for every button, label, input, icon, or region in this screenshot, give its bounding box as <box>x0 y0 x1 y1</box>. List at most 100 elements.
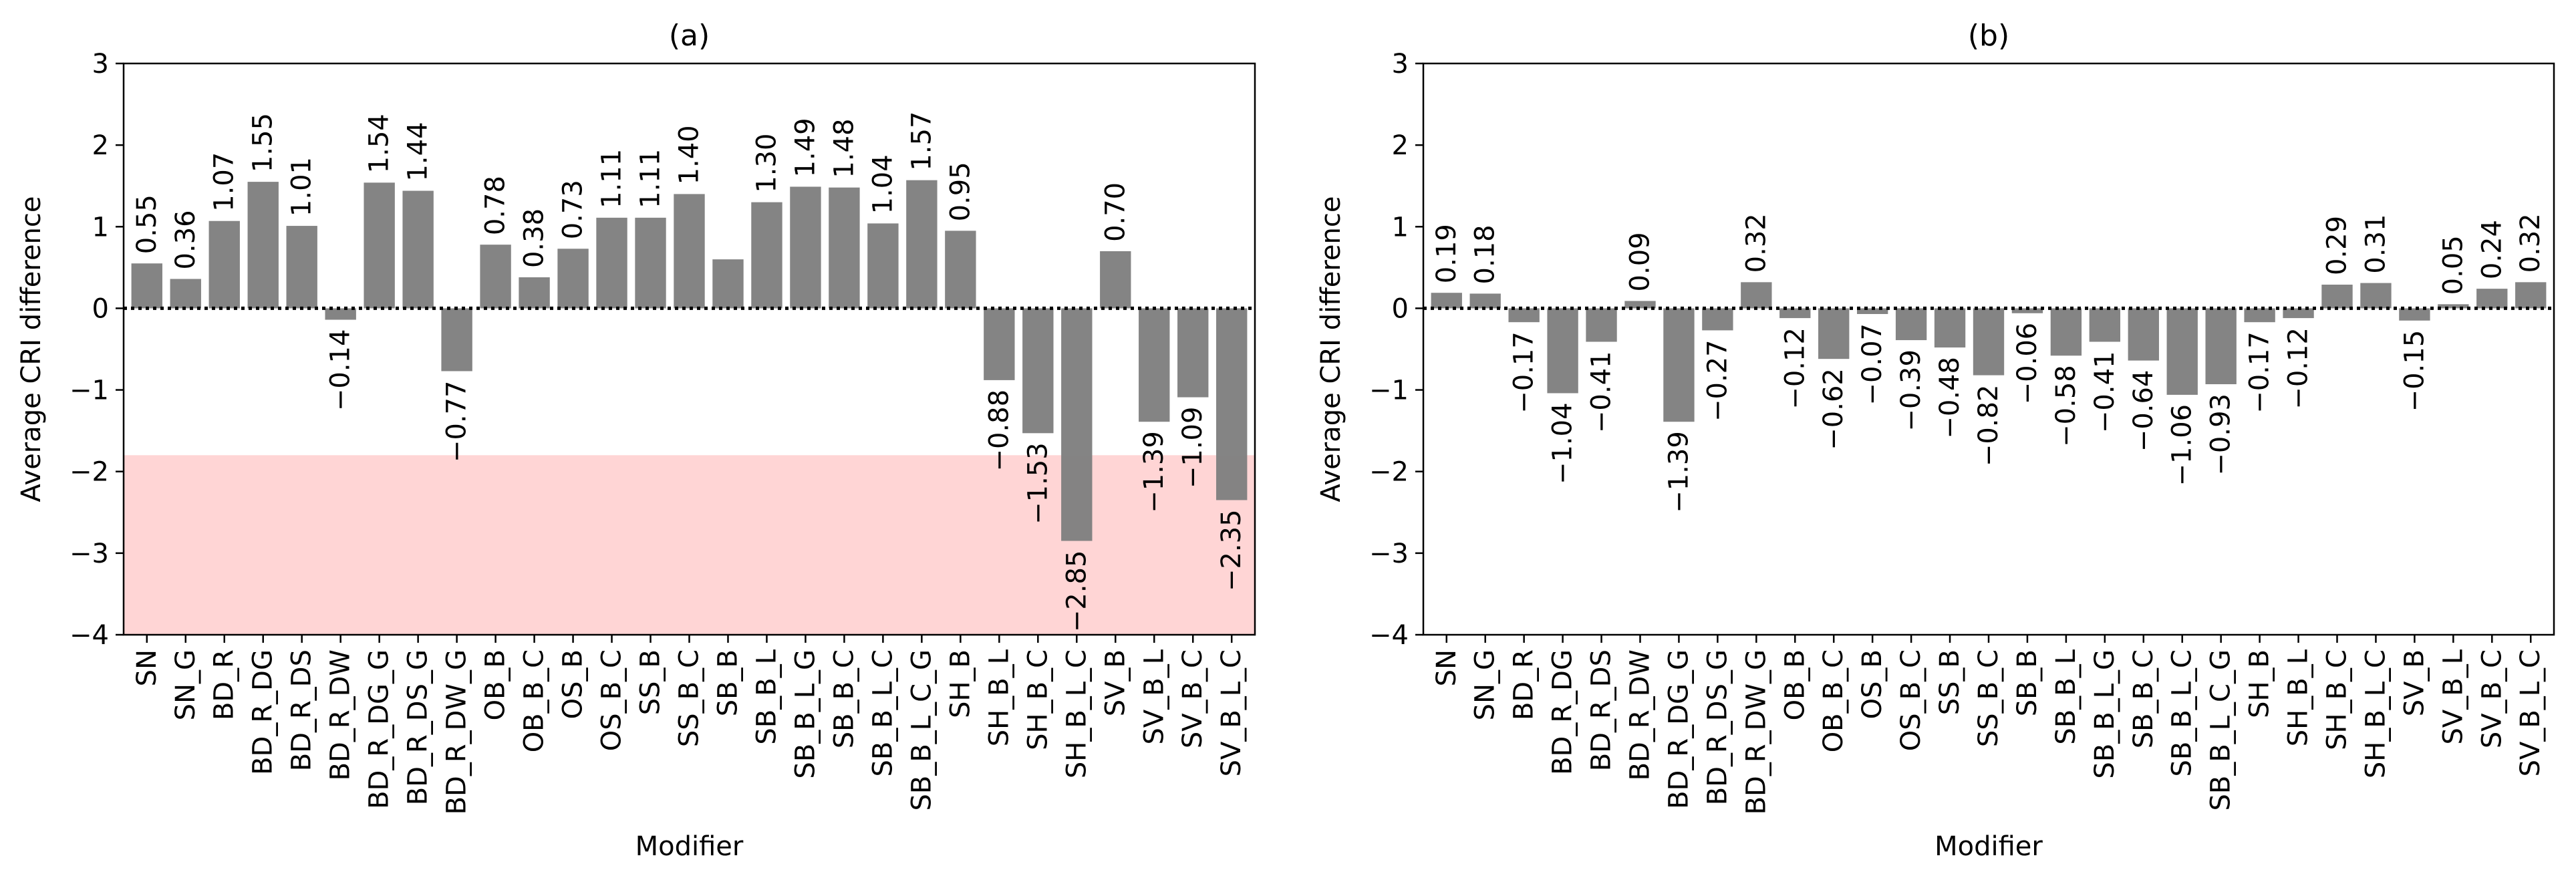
value-label: −1.39 <box>1139 431 1169 513</box>
x-tick-label: SV_B <box>1100 649 1131 716</box>
value-label: −0.17 <box>2245 331 2275 414</box>
x-tick-label: SS_B_C <box>1973 649 2004 747</box>
x-tick-label: SB_B_L_C <box>867 649 898 777</box>
bar-sh-b-c <box>1022 308 1054 434</box>
value-label: −2.85 <box>1061 551 1092 633</box>
y-tick-label: −3 <box>69 539 109 569</box>
bar-bd-r-ds <box>1586 308 1617 342</box>
x-tick-label: SB_B_C <box>2128 649 2159 748</box>
bar-sn <box>1431 293 1462 309</box>
value-label: 0.19 <box>1431 224 1462 283</box>
panel-a: 3 2 1 0 −1 −2 −3 −4 SN SN_G BD_R BD_R_DG BD_R_DS BD_R… <box>16 19 1256 862</box>
bar-sb-b-l-c <box>867 223 899 309</box>
value-label: −0.39 <box>1896 349 1926 432</box>
bar-bd-r <box>208 220 240 309</box>
chart-title: (a) <box>669 19 710 53</box>
bar-bd-r-dg-g <box>1663 308 1695 422</box>
bar-sh-b-l <box>984 308 1015 380</box>
x-tick-label: SB_B <box>712 649 743 716</box>
bar-sv-b-c <box>2476 289 2508 309</box>
value-label: 0.38 <box>519 208 550 268</box>
bar-sh-b-l-c <box>1061 308 1093 541</box>
x-tick-label: OS_B <box>1857 649 1888 719</box>
bar-bd-r-dg-g <box>364 182 395 309</box>
value-label: 0.36 <box>170 210 201 269</box>
x-tick-label: BD_R_DG <box>1548 649 1578 775</box>
x-tick-label: SH_B_L_C <box>2360 649 2391 778</box>
bar-sn-g <box>1469 293 1501 309</box>
value-label: 1.11 <box>597 149 627 208</box>
bar-bd-r-dw <box>1624 301 1656 309</box>
x-tick-label: BD_R_DW <box>325 649 356 780</box>
x-tick-label: SV_B <box>2399 649 2430 716</box>
x-tick-label: BD_R_DW <box>1624 649 1655 780</box>
x-tick-label: BD_R_DG <box>248 649 279 775</box>
value-label: −0.88 <box>984 390 1014 472</box>
y-tick-label: −4 <box>69 620 109 651</box>
value-label: −0.41 <box>2090 351 2120 434</box>
value-label: 0.32 <box>1741 213 1771 273</box>
x-tick-label: SS_B <box>1935 649 1965 715</box>
value-label: 1.30 <box>751 134 782 193</box>
x-tick-label: OB_B <box>480 649 511 720</box>
x-tick-label: BD_R_DS_G <box>403 649 434 805</box>
bar-bd-r-dw-g <box>441 308 472 371</box>
bar-sv-b-l-c <box>1216 308 1248 500</box>
value-label: 0.05 <box>2438 235 2468 295</box>
value-label: 0.32 <box>2515 213 2546 273</box>
x-tick-label: OS_B_C <box>1896 649 1926 751</box>
x-tick-label: SB_B_C <box>829 649 859 748</box>
x-tick-label: BD_R_DG_G <box>1663 649 1694 809</box>
value-label: 1.44 <box>403 122 434 181</box>
chart-title: (b) <box>1968 19 2009 53</box>
value-label: 1.07 <box>209 152 240 212</box>
x-tick-label: BD_R_DW_G <box>442 649 472 814</box>
value-label: −0.15 <box>2399 330 2430 412</box>
x-tick-label: SV_B_C <box>1177 649 1208 748</box>
value-label: 0.95 <box>945 162 976 221</box>
x-tick-label: SB_B_L_C_G <box>2206 649 2237 810</box>
value-label: 0.09 <box>1624 232 1655 291</box>
x-tick-label: OS_B <box>558 649 589 719</box>
value-label: −0.62 <box>1818 368 1849 450</box>
value-label: 0.55 <box>132 194 162 254</box>
value-label: −0.14 <box>325 329 356 412</box>
value-label: −0.82 <box>1973 385 2004 467</box>
bar-ob-b-c <box>1818 308 1850 359</box>
x-tick-label: SS_B <box>635 649 666 715</box>
x-tick-label: SV_B_L_C <box>1216 649 1247 776</box>
x-tick-label: SH_B <box>945 649 976 718</box>
value-label: −1.53 <box>1022 442 1053 525</box>
value-label: −0.58 <box>2051 365 2082 447</box>
value-label: 1.55 <box>248 113 279 172</box>
y-tick-label: 2 <box>1392 130 1409 161</box>
y-tick-label: 1 <box>1392 212 1409 243</box>
x-tick-label: BD_R_DG_G <box>364 649 395 809</box>
x-axis-label: Modifier <box>1935 831 2043 862</box>
x-tick-label: SN <box>132 649 162 686</box>
x-tick-label: OS_B_C <box>597 649 627 751</box>
y-tick-label: 1 <box>92 212 109 243</box>
bar-bd-r-dw-g <box>1741 282 1772 309</box>
x-tick-label: SH_B <box>2245 649 2275 718</box>
bar-ob-b-c <box>519 277 550 309</box>
bar-sv-b-l <box>1139 308 1170 422</box>
value-label: 0.31 <box>2360 214 2391 274</box>
y-tick-label: 2 <box>92 130 109 161</box>
value-label: 1.01 <box>287 157 317 216</box>
value-label: 1.40 <box>674 125 705 184</box>
y-tick-label: 3 <box>92 49 109 80</box>
x-axis-label: Modifier <box>635 831 744 862</box>
bar-sb-b-c <box>2128 308 2159 361</box>
bar-sb-b <box>712 259 744 309</box>
x-tick-label: BD_R_DW_G <box>1741 649 1771 814</box>
x-tick-label: SH_B_C <box>1022 649 1053 750</box>
bar-sv-b-l-c <box>2515 282 2547 309</box>
bar-sb-b-l <box>2050 308 2082 356</box>
bar-bd-r-ds-g <box>1702 308 1733 331</box>
x-tick-label: SB_B_L_G <box>2090 649 2120 779</box>
bar-sb-b <box>2011 308 2043 313</box>
value-label: −0.41 <box>1586 351 1617 434</box>
x-tick-label: SN <box>1431 649 1462 686</box>
bar-sb-b-l <box>751 202 782 309</box>
